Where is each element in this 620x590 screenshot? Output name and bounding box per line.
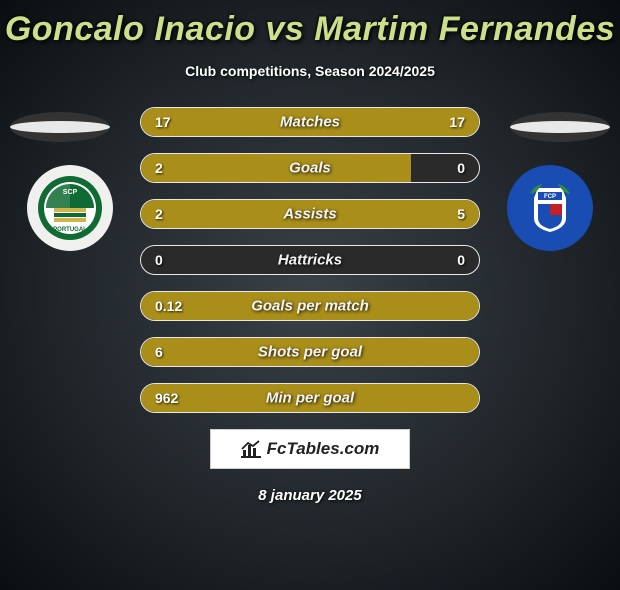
stat-row: 962 Min per goal [140, 383, 480, 413]
stat-value-right: 0 [457, 160, 465, 176]
stat-label: Min per goal [266, 390, 354, 407]
stat-value-left: 17 [155, 114, 171, 130]
stat-fill-left [141, 154, 411, 182]
stat-label: Matches [280, 114, 340, 131]
player-right-flag [510, 112, 610, 142]
snapshot-date: 8 january 2025 [0, 487, 620, 504]
stat-value-right: 0 [457, 252, 465, 268]
svg-text:SCP: SCP [63, 189, 78, 196]
player-left-flag [10, 112, 110, 142]
stat-value-right: 17 [449, 114, 465, 130]
svg-text:PORTUGAL: PORTUGAL [53, 227, 87, 233]
stat-row: 0.12 Goals per match [140, 291, 480, 321]
stat-row: 6 Shots per goal [140, 337, 480, 367]
svg-text:FCP: FCP [544, 194, 556, 200]
stat-value-left: 0 [155, 252, 163, 268]
stat-fill-right [236, 200, 479, 228]
stat-row: 0 0 Hattricks [140, 245, 480, 275]
sporting-crest-icon: PORTUGAL SCP [36, 174, 104, 242]
stat-value-right: 5 [457, 206, 465, 222]
brand-chart-icon [241, 440, 261, 458]
stat-value-left: 6 [155, 344, 163, 360]
club-badge-right: FCP [507, 165, 593, 251]
stat-value-left: 0.12 [155, 298, 182, 314]
club-badge-left: PORTUGAL SCP [27, 165, 113, 251]
stat-label: Shots per goal [258, 344, 362, 361]
comparison-subtitle: Club competitions, Season 2024/2025 [0, 63, 620, 79]
stat-label: Assists [283, 206, 336, 223]
stat-label: Goals per match [251, 298, 369, 315]
stat-row: 2 5 Assists [140, 199, 480, 229]
stat-label: Hattricks [278, 252, 342, 269]
brand-box: FcTables.com [210, 429, 410, 469]
comparison-body: PORTUGAL SCP FCP 17 17 Matches 2 0 Goals 2 5 Ass… [0, 107, 620, 413]
stat-value-left: 962 [155, 390, 178, 406]
brand-text: FcTables.com [267, 439, 380, 459]
comparison-title: Goncalo Inacio vs Martim Fernandes [0, 10, 620, 49]
stat-label: Goals [289, 160, 331, 177]
stat-bars: 17 17 Matches 2 0 Goals 2 5 Assists 0 0 Hattricks 0.… [140, 107, 480, 413]
stat-row: 2 0 Goals [140, 153, 480, 183]
stat-row: 17 17 Matches [140, 107, 480, 137]
stat-value-left: 2 [155, 160, 163, 176]
porto-crest-icon: FCP [516, 174, 584, 242]
stat-value-left: 2 [155, 206, 163, 222]
